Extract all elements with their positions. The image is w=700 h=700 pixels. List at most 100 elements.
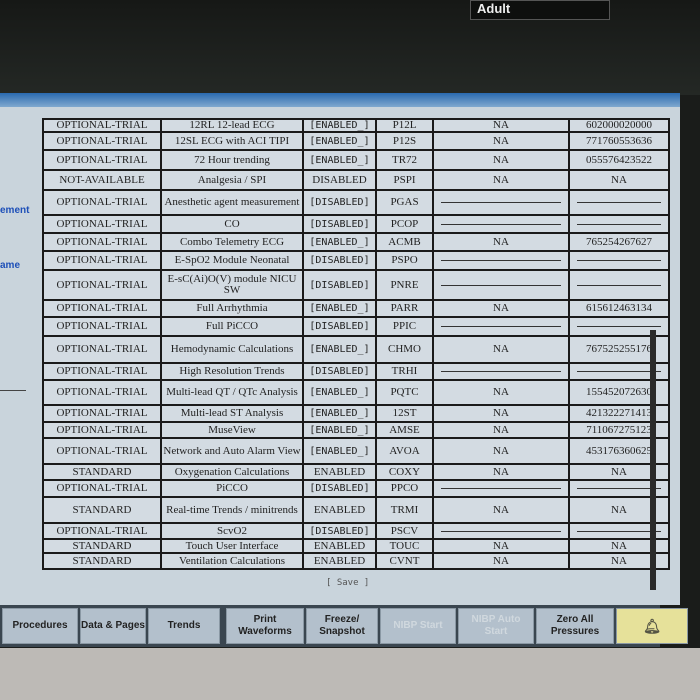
empty-field[interactable]: [577, 326, 661, 327]
cell-key[interactable]: [432, 250, 570, 271]
cell-text: 767525255176: [586, 343, 652, 355]
empty-field[interactable]: [577, 488, 661, 489]
cell-code: AVOA: [375, 437, 434, 465]
cell-type: OPTIONAL-TRIAL: [42, 149, 162, 171]
empty-field[interactable]: [441, 284, 561, 286]
cell-serial[interactable]: [568, 316, 670, 337]
cell-text: NA: [611, 554, 627, 567]
cell-serial[interactable]: 711067275123: [568, 421, 670, 439]
cell-type: OPTIONAL-TRIAL: [42, 250, 162, 271]
cell-serial[interactable]: 421322271413: [568, 404, 670, 423]
button-trends[interactable]: Trends: [148, 608, 220, 644]
cell-text: NA: [493, 134, 509, 147]
cell-serial[interactable]: [568, 214, 670, 234]
cell-key[interactable]: NA: [432, 169, 570, 191]
table-row: OPTIONAL-TRIAL 72 Hour trending [ENABLED_]…: [42, 149, 670, 171]
cell-text: ACMB: [388, 235, 421, 248]
button-print-waveforms[interactable]: Print Waveforms: [226, 608, 304, 644]
empty-field[interactable]: [577, 202, 661, 203]
cell-serial[interactable]: NA: [568, 538, 670, 554]
cell-serial[interactable]: 765254267627: [568, 232, 670, 252]
side-label[interactable]: ame: [0, 260, 21, 271]
side-label[interactable]: ement: [0, 205, 30, 216]
cell-key[interactable]: [432, 362, 570, 381]
cell-key[interactable]: [432, 189, 570, 216]
cell-key[interactable]: [432, 522, 570, 540]
cell-key[interactable]: NA: [432, 552, 570, 570]
patient-category[interactable]: Adult: [470, 0, 610, 20]
cell-text: DISABLED: [312, 173, 367, 186]
cell-key[interactable]: NA: [432, 538, 570, 554]
save-button[interactable]: [ Save ]: [326, 578, 370, 588]
cell-serial[interactable]: [568, 362, 670, 381]
empty-field[interactable]: [441, 260, 561, 261]
cell-serial[interactable]: [568, 479, 670, 498]
cell-text: ENABLED: [313, 539, 366, 552]
cell-key[interactable]: NA: [432, 335, 570, 364]
empty-field[interactable]: [441, 202, 561, 203]
cell-key[interactable]: NA: [432, 437, 570, 465]
cell-key[interactable]: NA: [432, 232, 570, 252]
cell-serial[interactable]: 602000020000: [568, 118, 670, 133]
scrollbar[interactable]: [650, 330, 656, 590]
cell-type: OPTIONAL-TRIAL: [42, 362, 162, 381]
button-data-pages[interactable]: Data & Pages: [80, 608, 146, 644]
empty-field[interactable]: [577, 530, 661, 532]
cell-text: 12RL 12-lead ECG: [189, 119, 275, 131]
cell-serial[interactable]: 615612463134: [568, 299, 670, 318]
cell-type: OPTIONAL-TRIAL: [42, 189, 162, 216]
cell-text: OPTIONAL-TRIAL: [56, 235, 148, 248]
cell-text: NA: [611, 539, 627, 552]
cell-type: OPTIONAL-TRIAL: [42, 379, 162, 406]
cell-key[interactable]: NA: [432, 299, 570, 318]
cell-key[interactable]: NA: [432, 118, 570, 133]
button-zero-all-pressures[interactable]: Zero All Pressures: [536, 608, 614, 644]
empty-field[interactable]: [441, 326, 561, 327]
alarm-button[interactable]: 🔔︎: [616, 608, 688, 644]
window-header: [0, 93, 680, 107]
cell-key[interactable]: NA: [432, 131, 570, 151]
empty-field[interactable]: [441, 371, 561, 372]
table-row: OPTIONAL-TRIAL E-sC(Ai)O(V) module NICU S…: [42, 269, 670, 301]
button-procedures[interactable]: Procedures: [2, 608, 78, 644]
cell-key[interactable]: [432, 479, 570, 498]
cell-serial[interactable]: [568, 522, 670, 540]
cell-key[interactable]: NA: [432, 379, 570, 406]
cell-code: 12ST: [375, 404, 434, 423]
cell-key[interactable]: NA: [432, 421, 570, 439]
cell-code: PSPI: [375, 169, 434, 191]
button-freeze-snapshot[interactable]: Freeze/ Snapshot: [306, 608, 378, 644]
cell-text: [DISABLED]: [309, 321, 370, 332]
table-row: OPTIONAL-TRIAL 12SL ECG with ACI TIPI [ENA…: [42, 131, 670, 151]
button-nibp-start[interactable]: NIBP Start: [380, 608, 456, 644]
empty-field[interactable]: [441, 223, 561, 225]
empty-field[interactable]: [441, 530, 561, 532]
cell-feature: Real-time Trends / minitrends: [160, 496, 304, 524]
cell-key[interactable]: NA: [432, 404, 570, 423]
empty-field[interactable]: [577, 260, 661, 261]
cell-serial[interactable]: [568, 269, 670, 301]
cell-text: Multi-lead ST Analysis: [180, 407, 284, 419]
cell-feature: High Resolution Trends: [160, 362, 304, 381]
cell-serial[interactable]: [568, 250, 670, 271]
cell-serial[interactable]: 055576423522: [568, 149, 670, 171]
cell-serial[interactable]: [568, 189, 670, 216]
cell-key[interactable]: [432, 316, 570, 337]
cell-key[interactable]: [432, 214, 570, 234]
button-nibp-auto-start[interactable]: NIBP Auto Start: [458, 608, 534, 644]
cell-code: P12S: [375, 131, 434, 151]
empty-field[interactable]: [441, 488, 561, 489]
empty-field[interactable]: [577, 284, 661, 286]
empty-field[interactable]: [577, 371, 661, 372]
cell-serial[interactable]: 771760553636: [568, 131, 670, 151]
cell-serial[interactable]: NA: [568, 552, 670, 570]
cell-key[interactable]: NA: [432, 149, 570, 171]
cell-feature: Full Arrhythmia: [160, 299, 304, 318]
cell-key[interactable]: [432, 269, 570, 301]
empty-field[interactable]: [577, 223, 661, 225]
cell-serial[interactable]: NA: [568, 463, 670, 481]
cell-text: STANDARD: [72, 539, 132, 552]
cell-serial[interactable]: NA: [568, 169, 670, 191]
cell-key[interactable]: NA: [432, 463, 570, 481]
cell-key[interactable]: NA: [432, 496, 570, 524]
